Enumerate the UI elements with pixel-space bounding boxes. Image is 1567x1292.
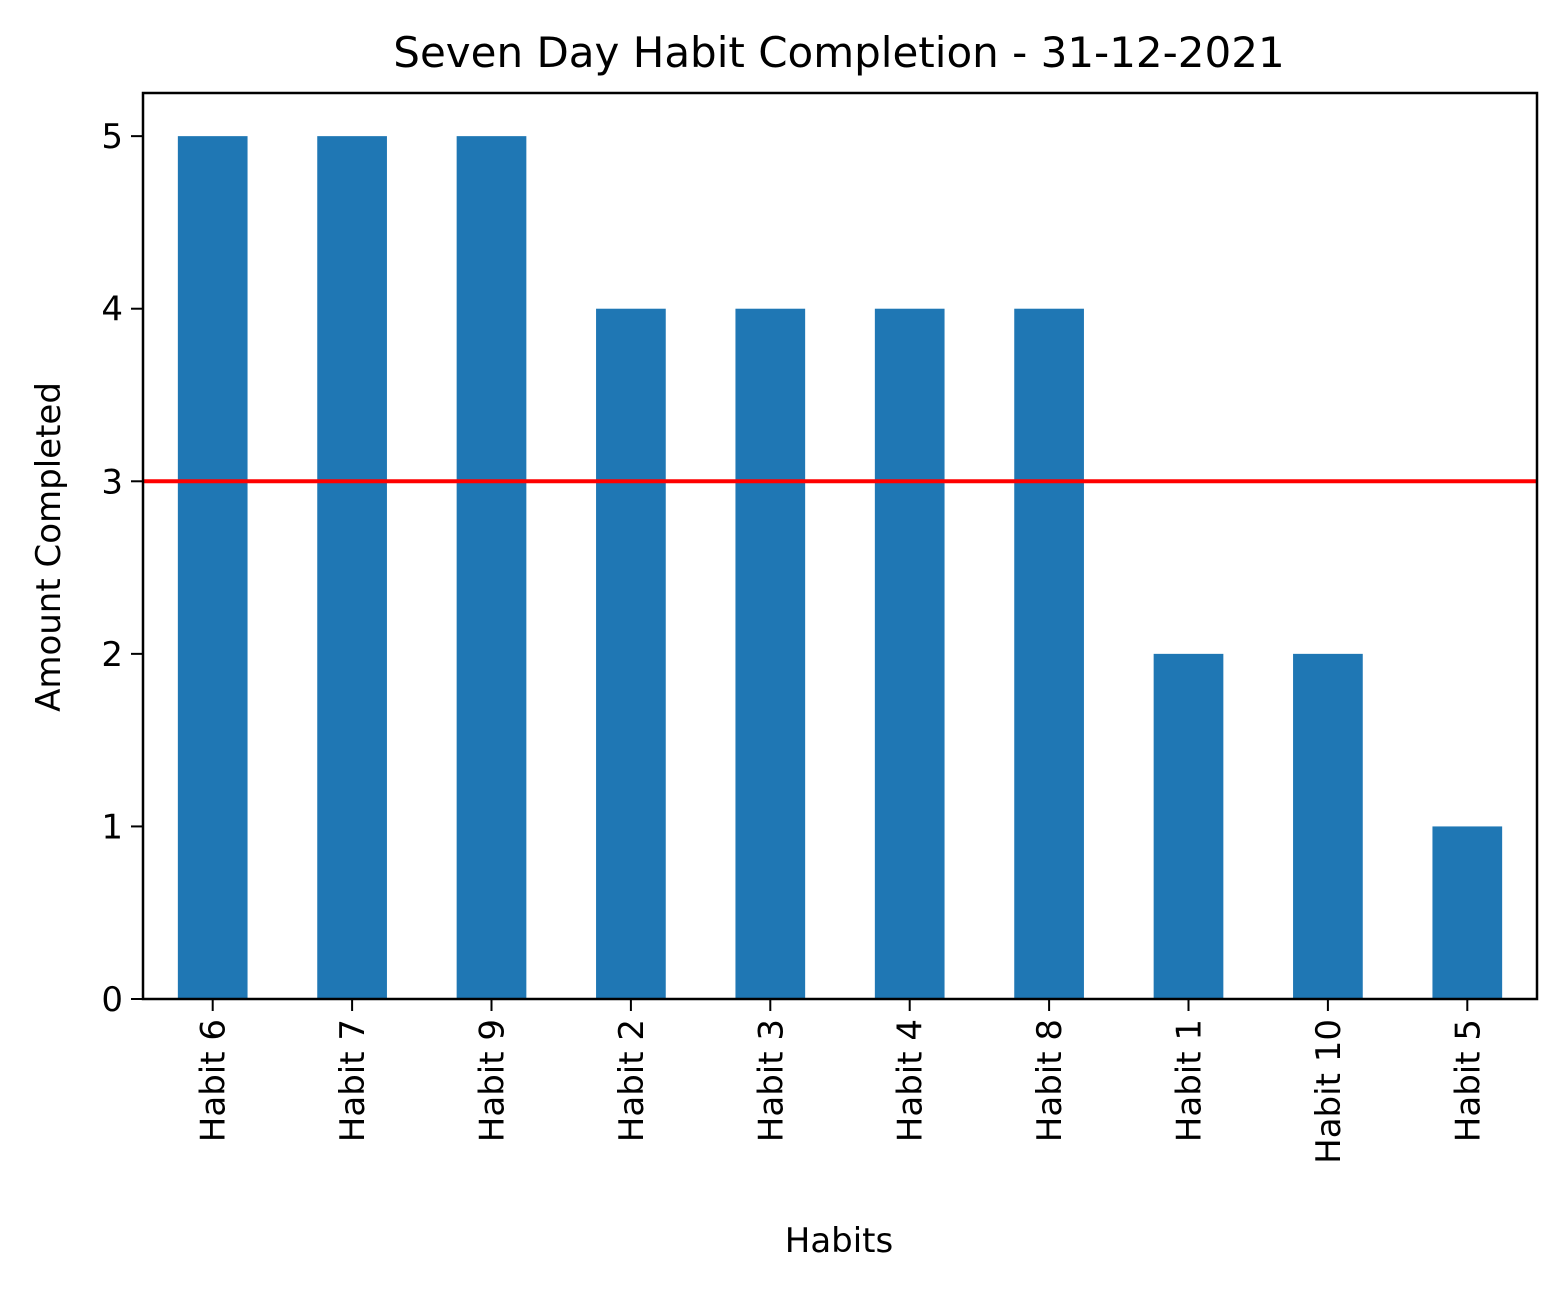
- x-tick-label: Habit 8: [1030, 1019, 1070, 1142]
- x-tick-label: Habit 9: [473, 1019, 513, 1142]
- bar-habit-1: [1153, 653, 1224, 999]
- y-tick-label: 3: [101, 462, 123, 502]
- bar-habit-2: [596, 308, 666, 999]
- x-axis-label: Habits: [785, 1221, 893, 1261]
- bar-habit-3: [735, 308, 806, 999]
- y-axis: 0 1 2 3 4 5: [101, 117, 143, 1020]
- y-tick-label: 0: [101, 980, 123, 1020]
- y-tick-label: 4: [101, 290, 123, 330]
- bar-habit-8: [1014, 308, 1084, 999]
- y-tick-label: 5: [101, 117, 123, 157]
- x-tick-label: Habit 3: [751, 1019, 791, 1142]
- bar-habit-7: [317, 136, 387, 1000]
- x-tick-label: Habit 4: [891, 1019, 931, 1142]
- x-tick-label: Habit 6: [194, 1019, 234, 1142]
- bar-habit-5: [1432, 826, 1503, 999]
- x-axis: Habit 6 Habit 7 Habit 9 Habit 2 Habit 3 Habit…: [194, 999, 1488, 1164]
- y-axis-label: Amount Completed: [29, 382, 69, 712]
- bar-habit-4: [874, 308, 945, 999]
- x-tick-label: Habit 1: [1170, 1019, 1210, 1142]
- bar-habit-10: [1293, 653, 1363, 999]
- x-tick-label: Habit 2: [612, 1019, 652, 1142]
- plot-frame: [141, 91, 1539, 1001]
- x-tick-label: Habit 7: [333, 1019, 373, 1142]
- y-tick-label: 1: [101, 807, 123, 847]
- bar-habit-9: [456, 136, 527, 1000]
- x-tick-label: Habit 10: [1309, 1019, 1349, 1164]
- y-tick-label: 2: [101, 635, 123, 675]
- bars-group: [177, 136, 1503, 1000]
- bar-habit-6: [177, 136, 248, 1000]
- chart-title: Seven Day Habit Completion - 31-12-2021: [393, 28, 1284, 77]
- x-tick-label: Habit 5: [1448, 1019, 1488, 1142]
